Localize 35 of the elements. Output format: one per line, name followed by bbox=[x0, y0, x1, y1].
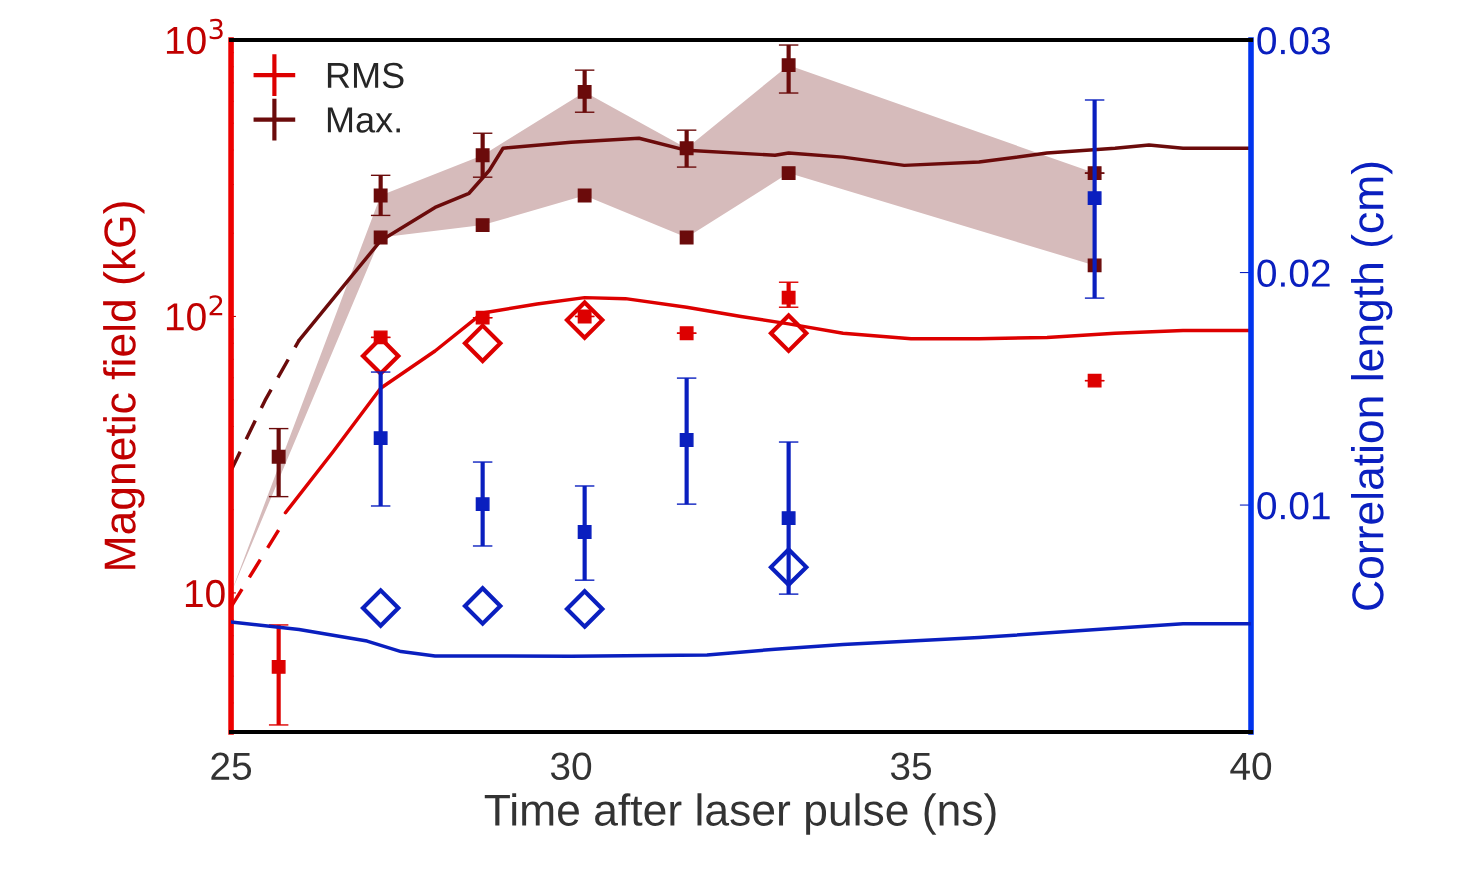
point bbox=[373, 230, 388, 245]
point bbox=[271, 449, 286, 464]
y2-tick-label: 0.02 bbox=[1257, 259, 1330, 288]
point bbox=[679, 141, 694, 156]
line-series bbox=[231, 620, 1252, 658]
point bbox=[577, 188, 592, 203]
point bbox=[781, 290, 796, 305]
point bbox=[1087, 373, 1102, 388]
point bbox=[781, 58, 796, 73]
point bbox=[768, 313, 809, 353]
point bbox=[475, 310, 490, 325]
y2-tick-label: 0.01 bbox=[1257, 491, 1330, 520]
point bbox=[781, 166, 796, 181]
point bbox=[475, 218, 490, 233]
x-tick-label: 25 bbox=[211, 752, 252, 781]
y-axis-title: Magnetic field (kG) bbox=[103, 202, 145, 569]
y-tick-label: 10 bbox=[185, 579, 225, 608]
point bbox=[564, 300, 605, 340]
point bbox=[271, 659, 286, 674]
legend-label: RMS bbox=[327, 62, 404, 89]
y-tick-label: 10$^{3}$ bbox=[166, 18, 223, 55]
legend-label: Max. bbox=[327, 107, 400, 133]
point bbox=[462, 323, 503, 364]
point bbox=[679, 326, 694, 341]
y-tick-label: 10$^{2}$ bbox=[166, 295, 223, 331]
x-axis-title: Time after laser pulse (ns) bbox=[484, 793, 996, 835]
point bbox=[475, 148, 490, 163]
point bbox=[373, 188, 388, 203]
point bbox=[577, 84, 592, 99]
x-tick-label: 40 bbox=[1230, 752, 1272, 781]
point bbox=[679, 230, 694, 245]
y2-axis-title: Correlation length (cm) bbox=[1351, 162, 1393, 610]
y2-tick-label: 0.03 bbox=[1257, 26, 1330, 55]
x-tick-label: 30 bbox=[550, 752, 592, 781]
x-tick-label: 35 bbox=[890, 752, 932, 781]
